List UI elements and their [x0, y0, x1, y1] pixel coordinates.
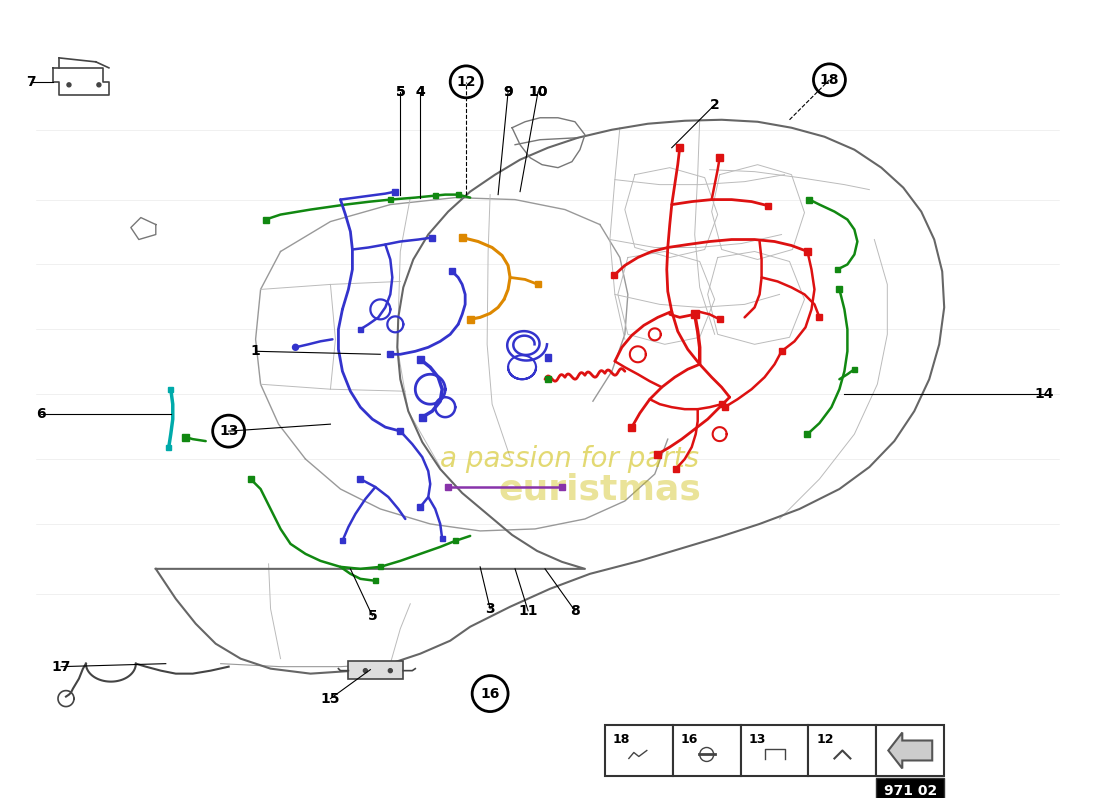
Text: 11: 11	[518, 604, 538, 618]
Circle shape	[388, 669, 393, 673]
Bar	[440, 537, 444, 542]
Bar	[397, 428, 404, 434]
Bar	[429, 234, 436, 241]
Bar	[804, 248, 811, 255]
Bar	[417, 504, 424, 510]
Bar	[466, 316, 474, 323]
Bar	[373, 578, 377, 583]
Text: 5: 5	[395, 85, 405, 99]
Text: 13: 13	[219, 424, 239, 438]
Text: 9: 9	[504, 85, 513, 99]
Bar	[263, 217, 268, 222]
Bar	[806, 197, 813, 202]
Bar	[535, 282, 541, 287]
Bar	[605, 725, 673, 777]
Bar	[740, 725, 808, 777]
Bar	[676, 144, 683, 151]
Bar	[835, 267, 840, 272]
Bar	[836, 286, 843, 293]
Bar	[393, 189, 398, 194]
Polygon shape	[889, 733, 932, 769]
Text: 4: 4	[416, 85, 425, 99]
Text: 18: 18	[613, 733, 630, 746]
Circle shape	[97, 83, 101, 87]
Bar	[673, 725, 740, 777]
Bar	[716, 154, 723, 161]
Bar	[764, 202, 771, 209]
Text: 5: 5	[395, 85, 405, 99]
Bar	[455, 192, 461, 197]
Bar	[387, 351, 394, 358]
Bar	[358, 476, 363, 482]
Text: 2: 2	[710, 98, 719, 112]
Text: 4: 4	[416, 85, 425, 99]
Bar	[544, 376, 551, 382]
Bar	[358, 327, 363, 332]
Bar	[453, 538, 458, 543]
Bar	[559, 484, 565, 490]
Bar	[877, 725, 944, 777]
Circle shape	[363, 669, 367, 673]
Bar	[248, 476, 254, 482]
Bar	[419, 414, 426, 421]
Bar	[717, 316, 723, 322]
Circle shape	[67, 83, 72, 87]
Bar	[432, 193, 438, 198]
Bar	[377, 564, 383, 570]
Text: euristmas: euristmas	[498, 472, 702, 506]
Bar	[718, 401, 725, 407]
Text: 16: 16	[481, 686, 499, 701]
Text: 10: 10	[528, 85, 548, 99]
Text: 10: 10	[528, 85, 548, 99]
Bar	[340, 538, 345, 543]
Bar	[449, 269, 455, 274]
Text: a passion for parts: a passion for parts	[440, 445, 700, 473]
Text: 18: 18	[820, 73, 839, 87]
Circle shape	[293, 344, 298, 350]
Bar	[691, 310, 698, 318]
Text: 14: 14	[1034, 387, 1054, 402]
Text: 16: 16	[681, 733, 698, 746]
Text: 12: 12	[816, 733, 834, 746]
Bar	[779, 348, 784, 354]
Bar	[544, 354, 551, 361]
Bar	[808, 725, 877, 777]
Bar	[388, 197, 393, 202]
Bar	[349, 661, 404, 678]
Bar	[628, 424, 636, 430]
Bar	[673, 466, 679, 472]
Text: 12: 12	[456, 75, 476, 89]
Text: 8: 8	[570, 604, 580, 618]
Text: 15: 15	[321, 691, 340, 706]
Bar	[816, 314, 823, 320]
Bar	[168, 386, 174, 392]
Text: 5: 5	[367, 609, 377, 622]
Text: 1: 1	[251, 344, 261, 358]
Text: 3: 3	[485, 602, 495, 616]
Text: 971 02: 971 02	[883, 785, 937, 798]
Text: 9: 9	[504, 85, 513, 99]
Bar	[722, 404, 727, 410]
Text: 6: 6	[36, 407, 46, 421]
Bar	[654, 450, 661, 458]
Text: 17: 17	[52, 660, 70, 674]
Bar	[804, 431, 811, 437]
Text: 13: 13	[749, 733, 766, 746]
Bar	[459, 234, 465, 241]
Bar	[877, 778, 944, 800]
Bar	[610, 273, 617, 278]
Bar	[417, 356, 424, 362]
Bar	[183, 434, 189, 441]
Bar	[851, 366, 857, 372]
Bar	[166, 445, 172, 450]
Bar	[446, 484, 451, 490]
Text: 7: 7	[26, 75, 36, 89]
